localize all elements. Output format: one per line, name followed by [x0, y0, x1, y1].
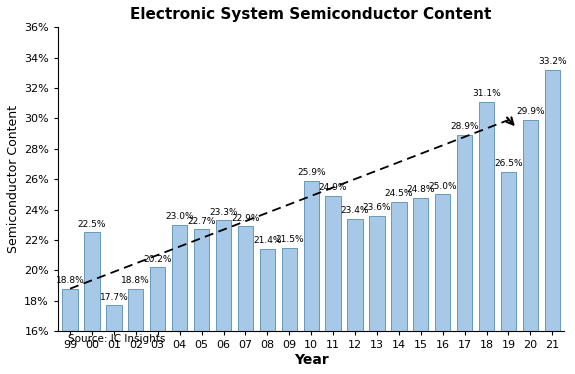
Text: Source: IC Insights: Source: IC Insights — [68, 334, 166, 344]
Text: 21.4%: 21.4% — [253, 236, 282, 245]
Text: 25.9%: 25.9% — [297, 168, 325, 177]
Bar — [172, 225, 187, 374]
Bar — [237, 226, 253, 374]
Bar — [369, 216, 385, 374]
Bar — [150, 267, 166, 374]
Text: 23.6%: 23.6% — [363, 203, 391, 212]
Text: 31.1%: 31.1% — [472, 89, 501, 98]
Bar — [282, 248, 297, 374]
Bar — [63, 289, 78, 374]
Y-axis label: Semiconductor Content: Semiconductor Content — [7, 105, 20, 253]
Bar — [347, 219, 363, 374]
Text: 24.5%: 24.5% — [385, 189, 413, 198]
Bar — [501, 172, 516, 374]
Text: 24.9%: 24.9% — [319, 183, 347, 192]
Bar — [457, 135, 472, 374]
Bar — [325, 196, 341, 374]
Text: 23.4%: 23.4% — [341, 206, 369, 215]
Text: 17.7%: 17.7% — [99, 292, 128, 301]
Bar — [545, 70, 560, 374]
Bar — [260, 249, 275, 374]
Text: 18.8%: 18.8% — [121, 276, 150, 285]
Bar — [85, 233, 99, 374]
Title: Electronic System Semiconductor Content: Electronic System Semiconductor Content — [131, 7, 492, 22]
Bar — [216, 220, 231, 374]
Bar — [391, 202, 407, 374]
Bar — [523, 120, 538, 374]
Text: 29.9%: 29.9% — [516, 107, 545, 116]
Text: 22.7%: 22.7% — [187, 217, 216, 226]
Text: 33.2%: 33.2% — [538, 57, 566, 66]
Text: 25.0%: 25.0% — [428, 182, 457, 191]
Bar — [304, 181, 319, 374]
Text: 21.5%: 21.5% — [275, 235, 304, 244]
Text: 23.3%: 23.3% — [209, 208, 238, 217]
Bar — [413, 197, 428, 374]
Text: 26.5%: 26.5% — [494, 159, 523, 168]
Bar — [194, 229, 209, 374]
Bar — [435, 194, 450, 374]
Text: 22.5%: 22.5% — [78, 220, 106, 229]
Text: 24.8%: 24.8% — [407, 185, 435, 194]
Text: 23.0%: 23.0% — [166, 212, 194, 221]
Bar — [128, 289, 144, 374]
Text: 20.2%: 20.2% — [144, 255, 172, 264]
Text: 28.9%: 28.9% — [450, 122, 479, 131]
Bar — [106, 306, 121, 374]
Text: 22.9%: 22.9% — [231, 214, 260, 223]
X-axis label: Year: Year — [294, 353, 328, 367]
Text: 18.8%: 18.8% — [56, 276, 85, 285]
Bar — [479, 102, 494, 374]
